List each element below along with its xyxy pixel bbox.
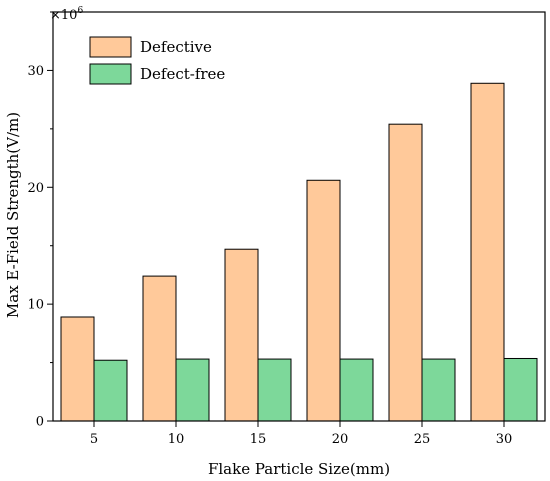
legend-swatch-defective (89, 36, 132, 58)
y-multiplier-base: ×10 (50, 8, 77, 23)
bars-group (60, 82, 538, 422)
bar-defect-free-20 (339, 358, 374, 422)
bar-defective-15 (224, 248, 259, 422)
legend-label-defective: Defective (140, 38, 212, 56)
bar-defect-free-30 (503, 357, 538, 422)
y-tick-label: 30 (27, 64, 44, 79)
y-tick-label: 0 (36, 415, 44, 430)
x-tick-label: 5 (90, 432, 98, 447)
legend-swatch-defect-free (89, 63, 132, 85)
x-axis-title: Flake Particle Size(mm) (208, 460, 390, 478)
bar-defect-free-15 (257, 358, 292, 422)
legend: Defective Defect-free (89, 36, 225, 85)
bar-defective-10 (142, 275, 177, 422)
x-tick-label: 20 (332, 432, 349, 447)
y-multiplier-exponent: 6 (77, 6, 83, 16)
y-tick-label: 10 (27, 298, 44, 313)
bar-defect-free-10 (175, 358, 210, 422)
x-tick-label: 15 (250, 432, 267, 447)
x-tick-label: 25 (414, 432, 431, 447)
bar-defective-5 (60, 316, 95, 422)
x-tick-label: 30 (496, 432, 513, 447)
plot-frame (52, 11, 546, 422)
bar-defect-free-25 (421, 358, 456, 422)
y-tick-label: 20 (27, 181, 44, 196)
bar-defective-25 (388, 123, 423, 422)
legend-label-defect-free: Defect-free (140, 65, 225, 83)
axes-group: 0 10 20 30 5 10 15 20 25 30 (27, 11, 546, 447)
bar-defect-free-5 (93, 359, 128, 422)
y-axis-title: Max E-Field Strength(V/m) (4, 112, 22, 318)
bar-defective-30 (470, 82, 505, 422)
y-axis-multiplier: ×106 (50, 6, 83, 23)
x-tick-label: 10 (168, 432, 185, 447)
bar-defective-20 (306, 179, 341, 422)
